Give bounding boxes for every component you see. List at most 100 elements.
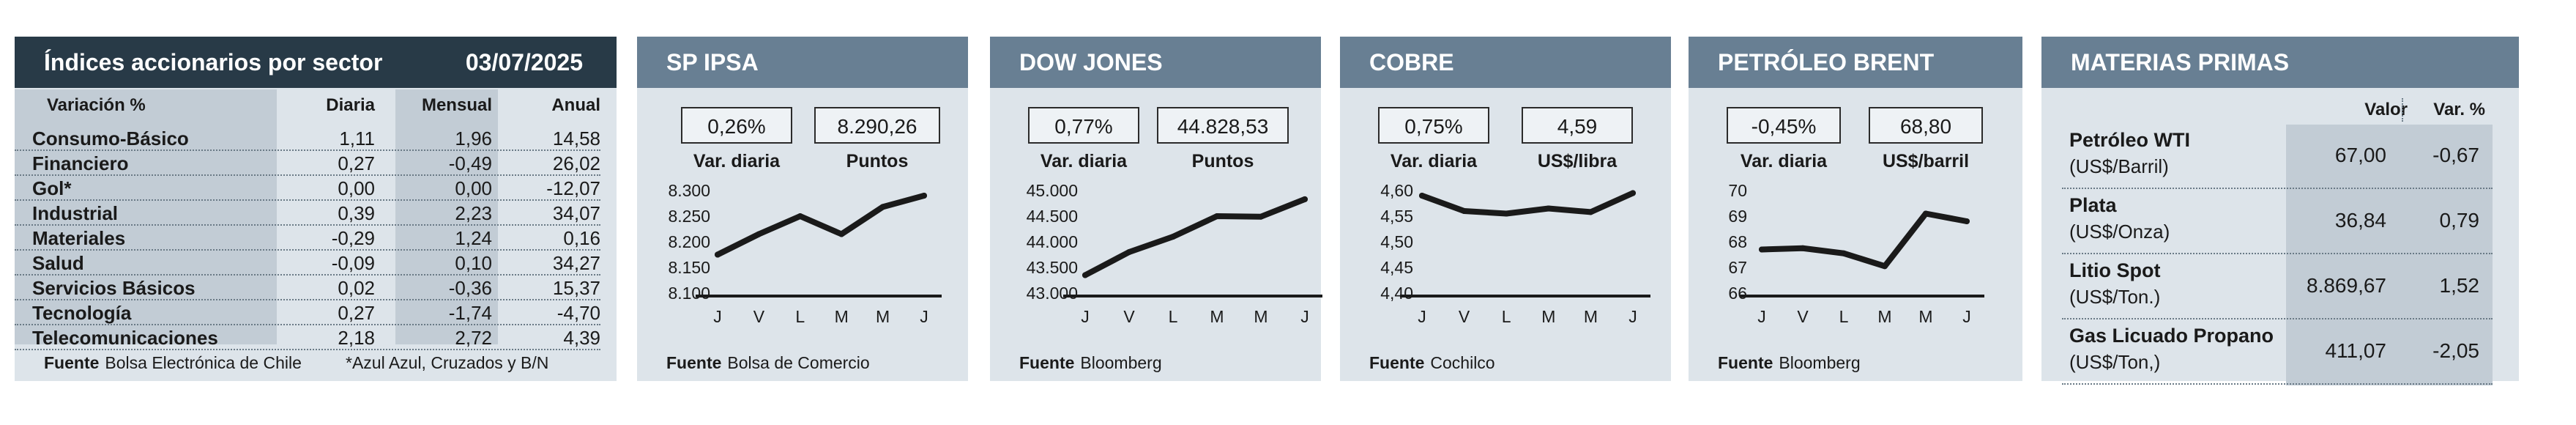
sector-row-anual: 34,07 bbox=[552, 202, 600, 224]
materias-header: MATERIAS PRIMAS bbox=[2041, 37, 2519, 88]
dow-data-point bbox=[1126, 249, 1132, 255]
sector-row-label: Servicios Básicos bbox=[32, 277, 196, 299]
cobre-x-tick-label: V bbox=[1459, 307, 1470, 326]
cobre-data-point bbox=[1545, 205, 1552, 212]
cobre-x-tick-label: J bbox=[1628, 307, 1637, 326]
sector-footnote: *Azul Azul, Cruzados y B/N bbox=[346, 353, 549, 372]
sector-row-diaria: 0,00 bbox=[338, 177, 375, 199]
sector-row-label: Gol* bbox=[32, 177, 72, 199]
ipsa-data-point bbox=[715, 251, 721, 258]
materia-valor: 67,00 bbox=[2334, 144, 2386, 166]
materia-row: Litio Spot (US$/Ton.) 8.869,67 1,52 bbox=[2062, 255, 2493, 319]
cobre-series-line bbox=[1419, 190, 1636, 217]
brent-data-point bbox=[1800, 245, 1806, 251]
sector-col-mensual: Mensual bbox=[421, 95, 492, 115]
cobre-data-point bbox=[1419, 193, 1425, 199]
sector-indices-panel: Índices accionarios por sector 03/07/202… bbox=[15, 37, 617, 381]
ipsa-x-tick-label: V bbox=[753, 307, 765, 326]
sector-fuente: Fuente Bolsa Electrónica de Chile bbox=[44, 353, 302, 372]
brent-x-tick-label: J bbox=[1962, 307, 1971, 326]
ipsa-y-tick-label: 8.250 bbox=[668, 207, 710, 226]
ipsa-y-tick-label: 8.150 bbox=[668, 258, 710, 277]
cobre-data-point bbox=[1630, 190, 1636, 196]
materia-name: Plata bbox=[2069, 194, 2117, 216]
dow-data-point bbox=[1214, 213, 1220, 219]
brent-data-point bbox=[1964, 218, 1970, 224]
ipsa-data-point bbox=[756, 231, 762, 237]
brent-x-tick-label: L bbox=[1839, 307, 1849, 326]
sector-row-mensual: -0,36 bbox=[448, 277, 492, 299]
materia-valor: 411,07 bbox=[2325, 339, 2386, 362]
cobre-header: COBRE bbox=[1340, 37, 1671, 88]
sector-row: Gol* 0,00 0,00 -12,07 bbox=[15, 176, 600, 201]
cobre-y-tick-label: 4,50 bbox=[1380, 232, 1413, 251]
sector-row-label: Salud bbox=[32, 252, 84, 274]
dow-x-tick-label: J bbox=[1300, 307, 1309, 326]
sector-row-label: Industrial bbox=[32, 202, 119, 224]
dow-y-tick-label: 44.000 bbox=[1027, 232, 1078, 251]
ipsa-x-tick-label: J bbox=[920, 307, 928, 326]
sector-row-anual: -4,70 bbox=[556, 302, 600, 324]
sector-row: Servicios Básicos 0,02 -0,36 15,37 bbox=[15, 276, 600, 300]
sector-col-diaria: Diaria bbox=[326, 95, 375, 115]
brent-y-tick-label: 69 bbox=[1728, 207, 1747, 226]
brent-var-box: -0,45% bbox=[1727, 107, 1841, 144]
ipsa-data-point bbox=[879, 204, 886, 210]
brent-y-tick-label: 67 bbox=[1728, 258, 1747, 277]
sector-row-anual: 0,16 bbox=[563, 227, 600, 249]
materia-name: Petróleo WTI bbox=[2069, 129, 2191, 151]
brent-value-box: 68,80 bbox=[1869, 107, 1983, 144]
brent-x-tick-label: M bbox=[1918, 307, 1932, 326]
dow-x-tick-label: M bbox=[1210, 307, 1224, 326]
cobre-x-tick-label: J bbox=[1418, 307, 1426, 326]
brent-y-tick-label: 66 bbox=[1728, 284, 1747, 303]
dow-data-point bbox=[1082, 272, 1088, 278]
sector-row-mensual: -1,74 bbox=[448, 302, 492, 324]
sector-row-diaria: -0,09 bbox=[331, 252, 375, 274]
mensual-column-shade bbox=[395, 89, 498, 344]
sector-row-diaria: 1,11 bbox=[339, 128, 375, 149]
ipsa-x-tick-label: J bbox=[713, 307, 722, 326]
sector-row-label: Telecomunicaciones bbox=[32, 327, 218, 349]
materia-var: -0,67 bbox=[2432, 144, 2479, 166]
ipsa-value-label: Puntos bbox=[846, 151, 909, 171]
dow-var-label: Var. diaria bbox=[1040, 151, 1128, 171]
materias-col-divider bbox=[2402, 98, 2403, 122]
dow-y-tick-label: 44.500 bbox=[1027, 207, 1078, 226]
materia-var: -2,05 bbox=[2432, 339, 2479, 362]
sector-row-anual: 14,58 bbox=[552, 128, 600, 149]
sector-row: Telecomunicaciones 2,18 2,72 4,39 bbox=[15, 325, 600, 350]
materia-unit: (US$/Barril) bbox=[2069, 155, 2169, 177]
materia-row: Gas Licuado Propano (US$/Ton,) 411,07 -2,05 bbox=[2062, 320, 2493, 385]
materia-unit: (US$/Ton,) bbox=[2069, 351, 2161, 373]
brent-fuente: Fuente Bloomberg bbox=[1718, 353, 1861, 372]
cobre-value-box: 4,59 bbox=[1522, 107, 1633, 144]
dow-panel: DOW JONES 0,77% 44.828,53 Var. diaria Pu… bbox=[990, 37, 1322, 381]
brent-header: PETRÓLEO BRENT bbox=[1689, 37, 2022, 88]
materia-valor: 8.869,67 bbox=[2307, 274, 2386, 297]
cobre-data-point bbox=[1587, 209, 1594, 215]
cobre-x-tick-label: M bbox=[1541, 307, 1555, 326]
sector-row-mensual: 2,72 bbox=[455, 327, 492, 349]
sector-row-label: Tecnología bbox=[32, 302, 132, 324]
materias-col-valor: Valor bbox=[2364, 100, 2408, 119]
materia-var: 0,79 bbox=[2439, 209, 2480, 232]
sector-row-anual: -12,07 bbox=[546, 177, 600, 199]
sector-row-label: Consumo-Básico bbox=[32, 128, 189, 149]
sector-row-mensual: 1,24 bbox=[455, 227, 492, 249]
dow-data-point bbox=[1258, 213, 1264, 220]
dow-y-tick-label: 43.000 bbox=[1027, 284, 1078, 303]
cobre-y-tick-label: 4,60 bbox=[1380, 181, 1413, 200]
dow-x-tick-label: V bbox=[1123, 307, 1135, 326]
cobre-y-tick-label: 4,55 bbox=[1380, 207, 1413, 226]
materia-valor: 36,84 bbox=[2334, 209, 2386, 232]
dow-line-chart: 43.000 43.500 44.000 44.500 45.000 J V L M M J bbox=[1027, 181, 1322, 326]
cobre-data-point bbox=[1461, 208, 1467, 214]
ipsa-line-chart: 8.100 8.150 8.200 8.250 8.300 J V L M M J bbox=[668, 181, 942, 326]
sector-row: Financiero 0,27 -0,49 26,02 bbox=[15, 151, 600, 176]
dow-y-tick-label: 45.000 bbox=[1027, 181, 1078, 200]
ipsa-data-point bbox=[838, 231, 845, 237]
brent-data-point bbox=[1841, 250, 1847, 256]
materias-col-var: Var. % bbox=[2433, 100, 2485, 119]
cobre-var-label: Var. diaria bbox=[1390, 151, 1478, 171]
